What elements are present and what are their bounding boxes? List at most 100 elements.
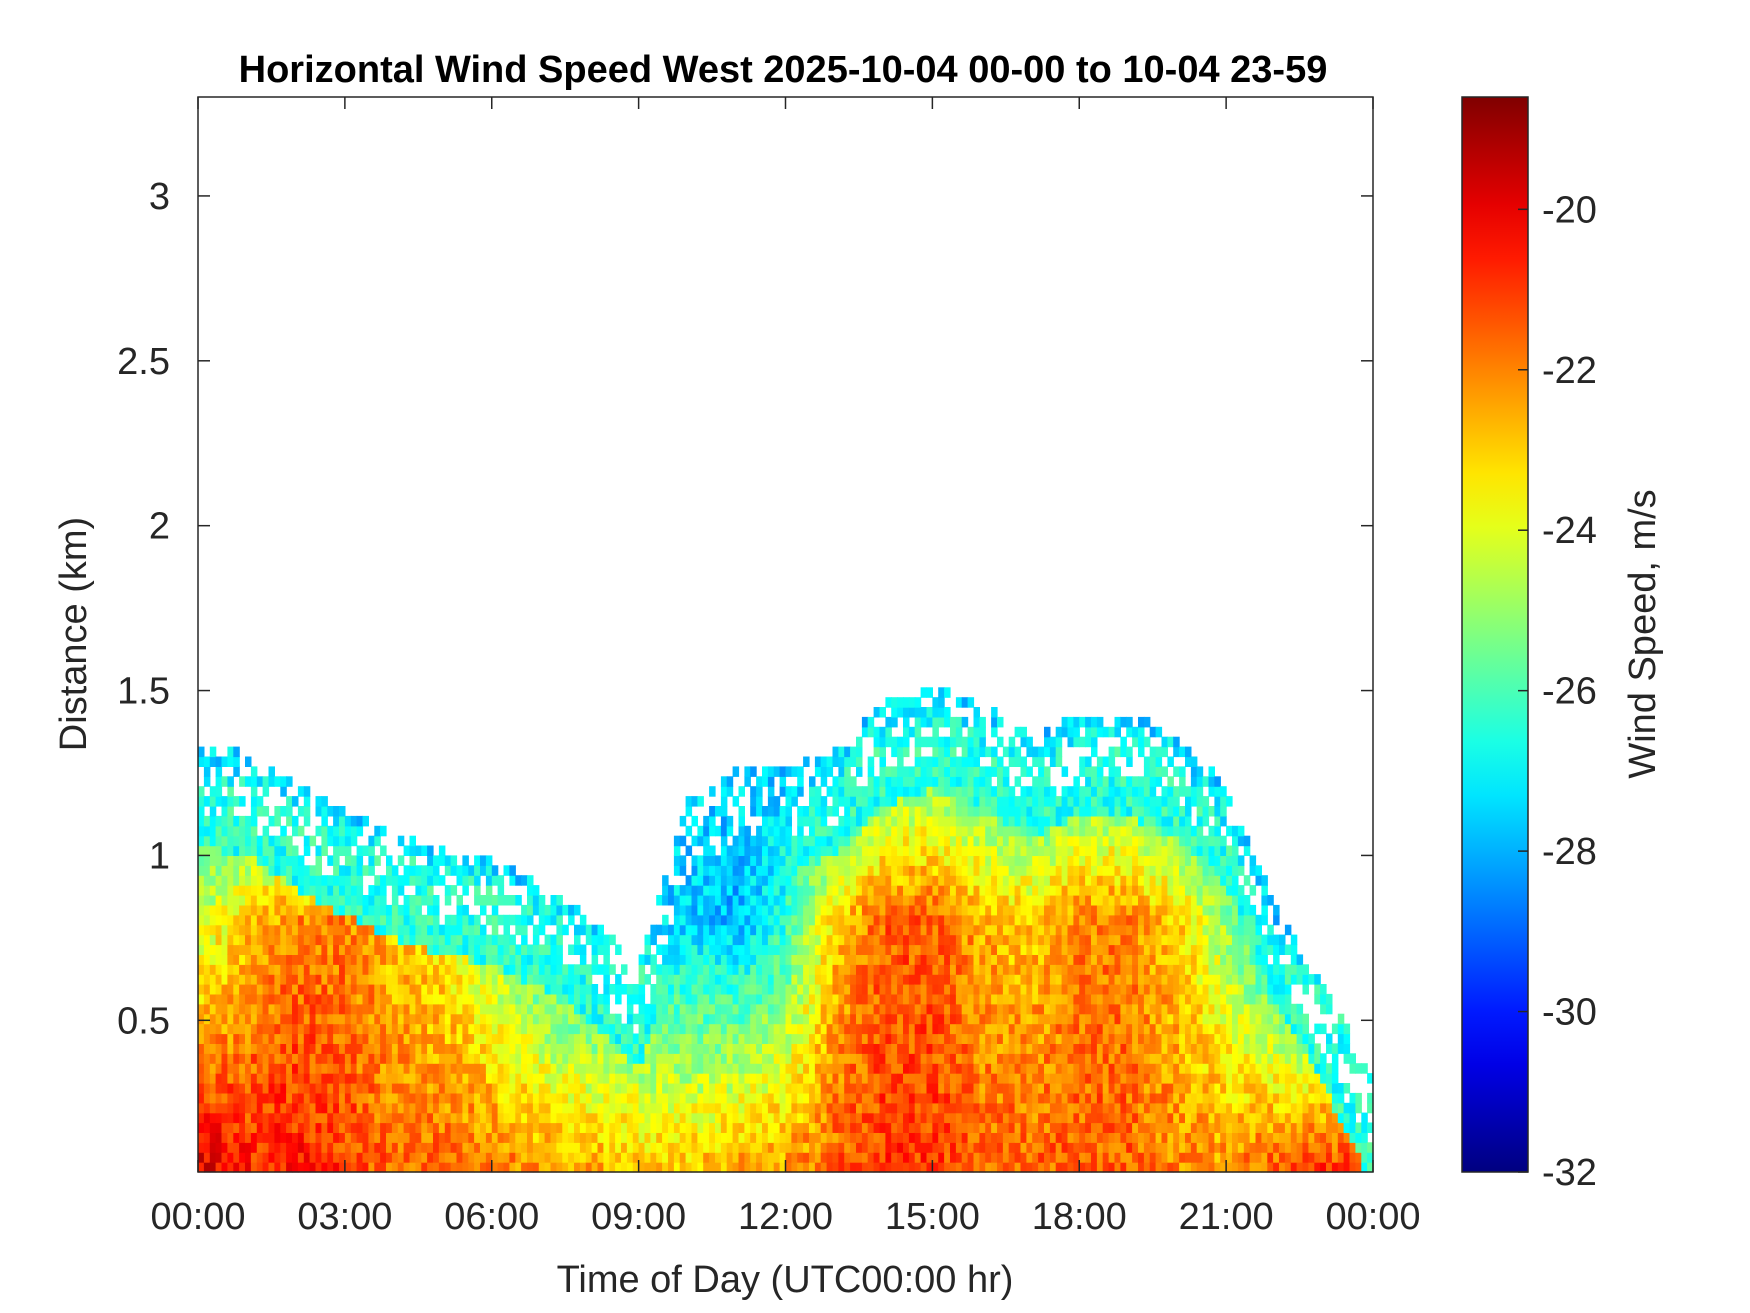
heatmap-cell [826, 1102, 834, 1114]
heatmap-cell [726, 964, 734, 975]
heatmap-cell [1014, 756, 1022, 767]
heatmap-cell [1014, 1102, 1022, 1114]
heatmap-cell [362, 954, 369, 965]
heatmap-cell [756, 974, 763, 985]
heatmap-cell [521, 1092, 528, 1104]
heatmap-cell [797, 944, 804, 955]
heatmap-cell [1020, 1112, 1027, 1124]
heatmap-cell [767, 875, 775, 886]
heatmap-cell [991, 1132, 998, 1143]
heatmap-cell [809, 855, 816, 866]
heatmap-cell [415, 1043, 422, 1054]
heatmap-cell [914, 865, 922, 876]
heatmap-cell [497, 1152, 505, 1163]
heatmap-cell [1020, 1083, 1027, 1094]
heatmap-cell [480, 865, 487, 876]
heatmap-cell [603, 974, 610, 985]
heatmap-cell [879, 756, 886, 767]
heatmap-cell [415, 1102, 422, 1114]
heatmap-cell [662, 924, 669, 936]
heatmap-cell [908, 984, 916, 995]
heatmap-cell [632, 1142, 640, 1153]
heatmap-cell [991, 944, 998, 955]
heatmap-cell [803, 934, 810, 946]
heatmap-cell [955, 914, 963, 926]
heatmap-cell [433, 954, 440, 965]
heatmap-cell [908, 825, 916, 837]
heatmap-cell [844, 1063, 851, 1074]
heatmap-cell [850, 1053, 857, 1064]
heatmap-cell [820, 1063, 828, 1074]
heatmap-cell [421, 1112, 428, 1124]
heatmap-cell [333, 1013, 340, 1025]
heatmap-cell [773, 835, 781, 847]
heatmap-cell [668, 1132, 675, 1143]
heatmap-cell [215, 914, 223, 926]
heatmap-cell [773, 895, 781, 906]
heatmap-cell [198, 875, 205, 886]
heatmap-cell [762, 1013, 769, 1025]
heatmap-cell [879, 1013, 886, 1025]
heatmap-cell [920, 914, 928, 926]
heatmap-cell [339, 875, 346, 886]
heatmap-cell [920, 1043, 928, 1054]
heatmap-cell [521, 954, 528, 965]
heatmap-cell [750, 796, 757, 807]
heatmap-cell [198, 1162, 205, 1173]
heatmap-cell [256, 934, 264, 946]
heatmap-cell [591, 1053, 599, 1064]
heatmap-cell [861, 924, 869, 936]
heatmap-cell [380, 954, 387, 965]
heatmap-cell [227, 1092, 234, 1104]
heatmap-cell [433, 993, 440, 1005]
heatmap-cell [856, 1132, 863, 1143]
heatmap-cell [321, 815, 328, 827]
heatmap-cell [703, 1083, 710, 1094]
heatmap-cell [1020, 845, 1027, 856]
heatmap-cell [327, 1043, 334, 1054]
heatmap-cell [286, 1043, 293, 1054]
heatmap-cell [820, 944, 828, 955]
heatmap-cell [280, 1003, 287, 1015]
heatmap-cell [668, 1083, 675, 1094]
heatmap-cell [997, 875, 1004, 886]
heatmap-cell [421, 1102, 428, 1114]
heatmap-cell [644, 1073, 651, 1084]
heatmap-cell [1014, 934, 1022, 946]
heatmap-cell [715, 1162, 722, 1173]
heatmap-cell [221, 1083, 228, 1094]
heatmap-cell [297, 1053, 305, 1064]
heatmap-cell [879, 746, 886, 758]
heatmap-cell [209, 1122, 217, 1133]
heatmap-cell [239, 1142, 246, 1153]
heatmap-cell [350, 1162, 358, 1173]
heatmap-cell [245, 954, 252, 965]
heatmap-cell [856, 934, 863, 946]
heatmap-cell [579, 1162, 587, 1173]
heatmap-cell [1002, 1023, 1010, 1035]
heatmap-cell [1002, 924, 1010, 936]
heatmap-cell [979, 914, 986, 926]
heatmap-cell [803, 1102, 810, 1114]
heatmap-cell [350, 1083, 358, 1094]
heatmap-cell [491, 954, 499, 965]
heatmap-cell [691, 1043, 698, 1054]
heatmap-cell [814, 1073, 822, 1084]
heatmap-cell [703, 934, 710, 946]
heatmap-cell [362, 815, 369, 827]
heatmap-cell [309, 1073, 317, 1084]
heatmap-cell [262, 1112, 270, 1124]
heatmap-cell [497, 1092, 505, 1104]
heatmap-cell [391, 934, 399, 946]
heatmap-cell [391, 1122, 399, 1133]
heatmap-cell [427, 934, 434, 946]
heatmap-cell [239, 1112, 246, 1124]
heatmap-cell [820, 1122, 828, 1133]
heatmap-cell [1008, 1092, 1016, 1104]
heatmap-cell [327, 954, 334, 965]
heatmap-cell [268, 776, 275, 787]
heatmap-cell [938, 746, 945, 758]
heatmap-cell [867, 875, 875, 886]
heatmap-cell [926, 786, 933, 797]
heatmap-cell [485, 944, 493, 955]
